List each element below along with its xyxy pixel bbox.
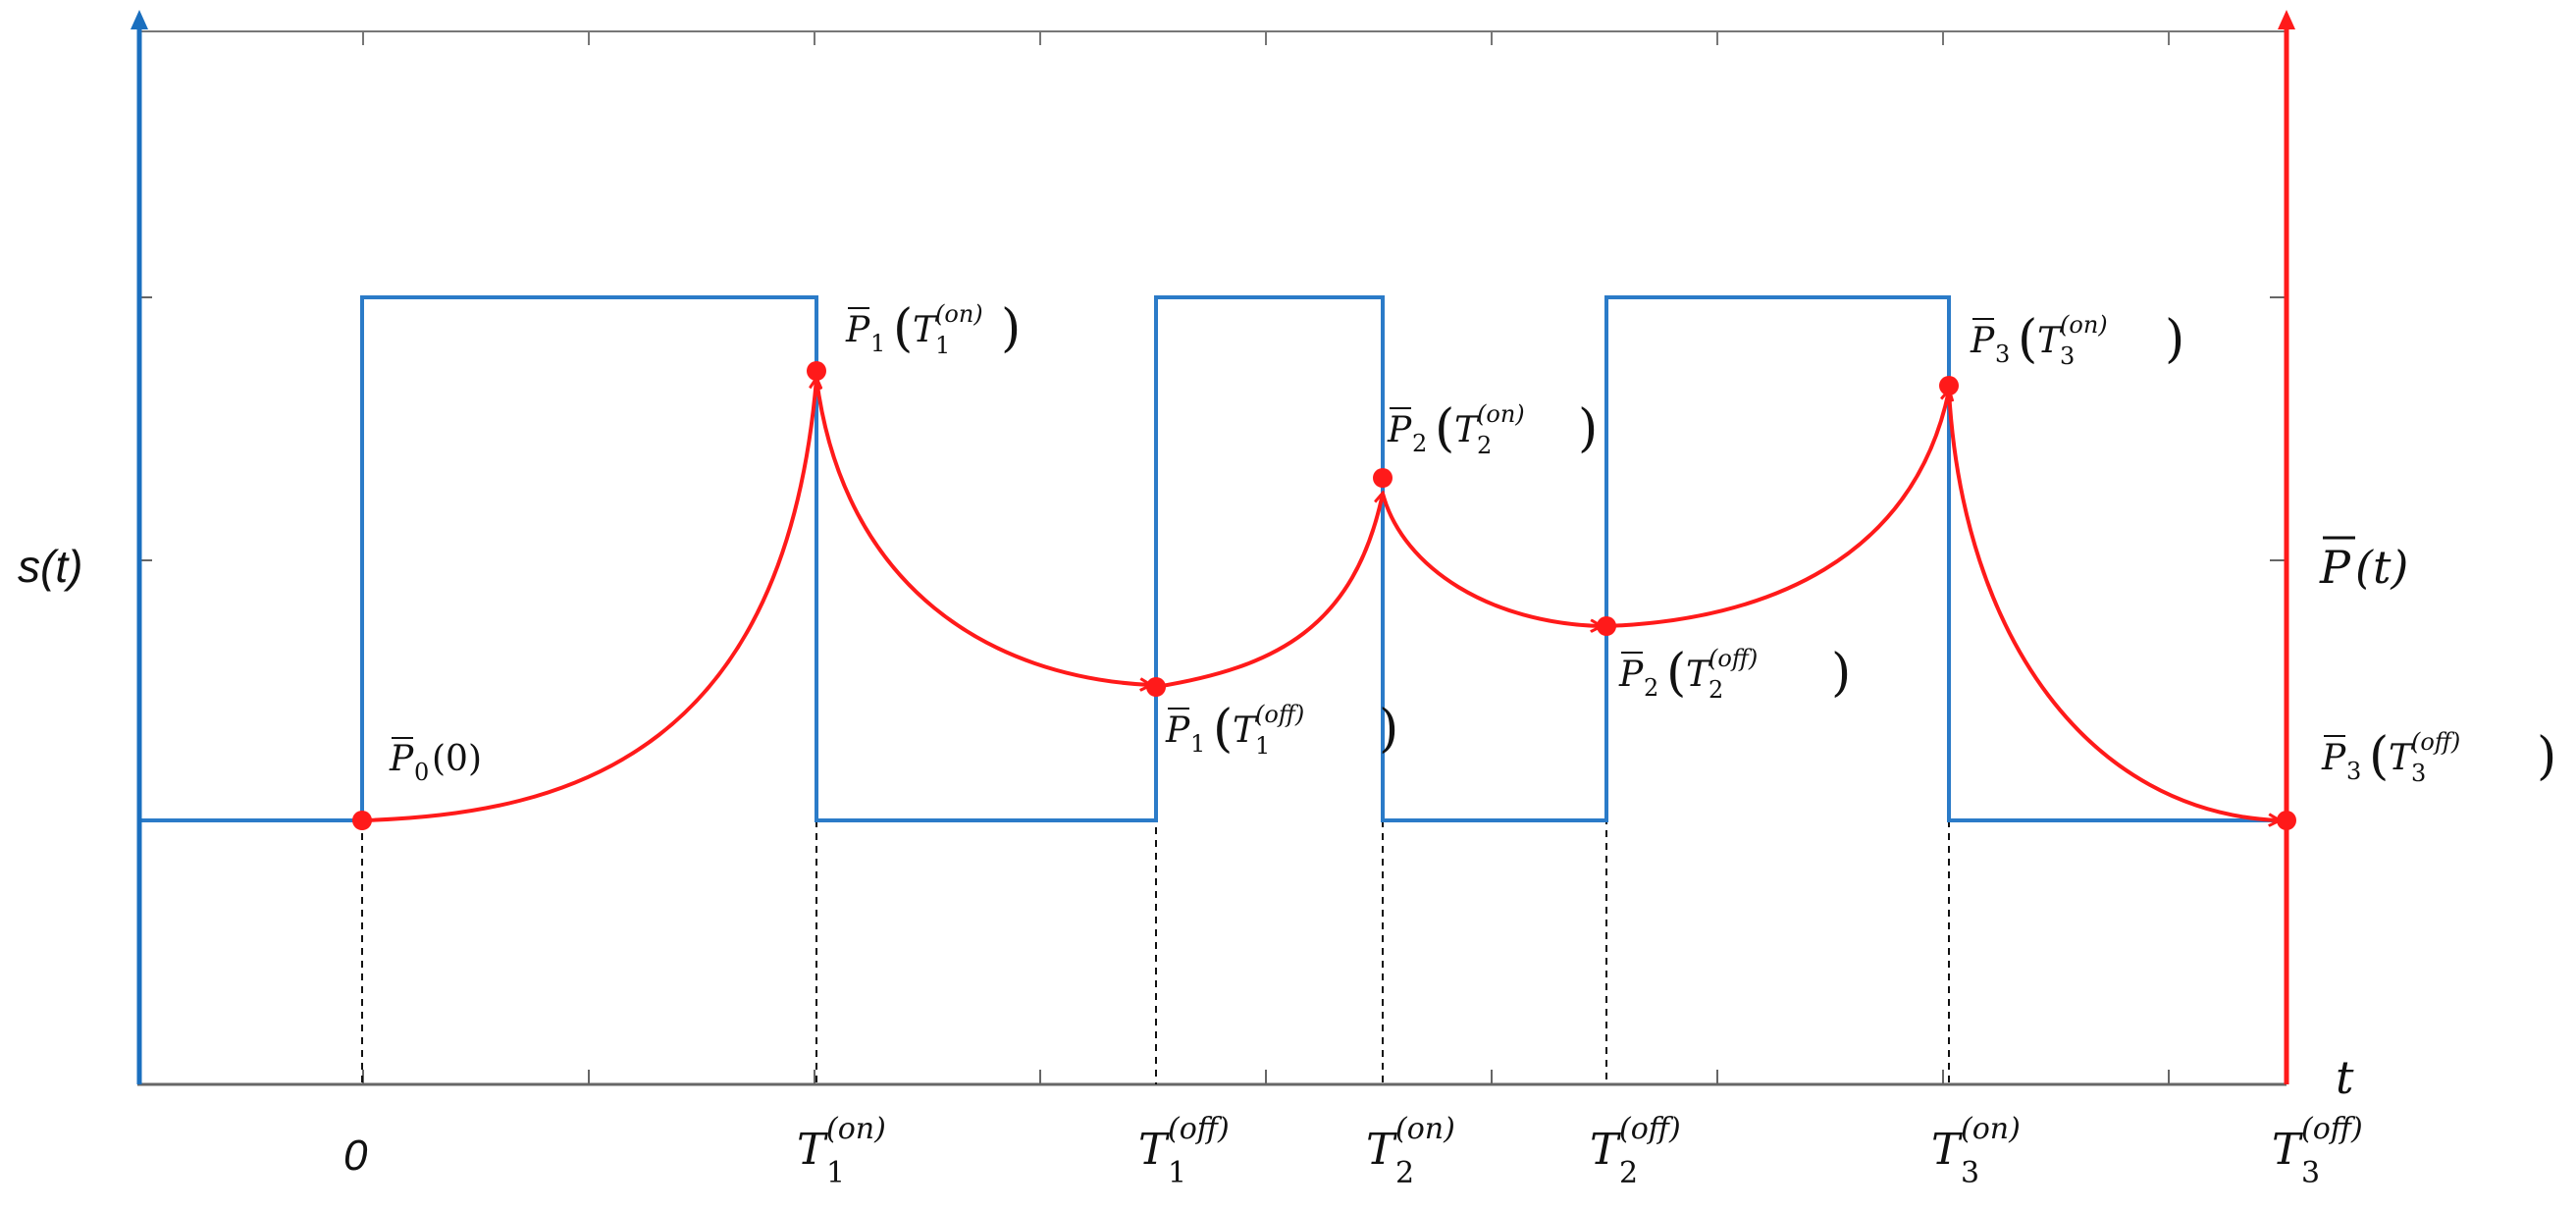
svg-text:3: 3 bbox=[2346, 758, 2361, 785]
svg-text:): ) bbox=[2165, 310, 2184, 369]
tick-label-t2on: T 2 (on) bbox=[1366, 1112, 1455, 1190]
svg-text:T: T bbox=[797, 1125, 829, 1175]
switching-signal bbox=[137, 295, 2287, 822]
svg-text:1: 1 bbox=[870, 330, 885, 357]
svg-text:(: ( bbox=[893, 299, 913, 358]
svg-text:2: 2 bbox=[1644, 674, 1658, 702]
svg-text:T: T bbox=[1686, 655, 1712, 695]
svg-text:): ) bbox=[1001, 299, 1021, 358]
svg-text:0: 0 bbox=[343, 1131, 368, 1180]
point-label-p3off: P 3 ( T 3 (off) ) bbox=[2321, 727, 2556, 787]
point-p2on bbox=[1373, 468, 1393, 488]
svg-text:(off): (off) bbox=[2411, 728, 2460, 756]
svg-text:2: 2 bbox=[1619, 1156, 1638, 1190]
svg-text:): ) bbox=[1578, 399, 1598, 458]
svg-text:(on): (on) bbox=[826, 1112, 886, 1146]
svg-text:T: T bbox=[1931, 1125, 1964, 1175]
tick-label-t2off: T 2 (off) bbox=[1590, 1112, 1681, 1190]
svg-text:): ) bbox=[1831, 644, 1851, 703]
svg-text:T: T bbox=[2037, 321, 2064, 361]
top-frame-ticks bbox=[362, 31, 2170, 45]
tick-label-t3off: T 3 (off) bbox=[2272, 1112, 2363, 1190]
svg-text:2: 2 bbox=[1709, 676, 1723, 704]
svg-text:(: ( bbox=[2018, 310, 2037, 369]
point-p1off bbox=[1146, 677, 1166, 697]
mean-points bbox=[352, 361, 2296, 830]
point-label-p1on: P 1 ( T 1 (on) ) bbox=[845, 299, 1021, 359]
svg-text:1: 1 bbox=[1255, 732, 1270, 760]
svg-text:P: P bbox=[1970, 321, 1995, 361]
svg-text:T: T bbox=[913, 310, 939, 350]
svg-text:1: 1 bbox=[1190, 730, 1205, 758]
point-label-p2on: P 2 ( T 2 (on) ) bbox=[1387, 399, 1598, 459]
svg-text:(: ( bbox=[1666, 644, 1686, 703]
svg-text:(off): (off) bbox=[2301, 1112, 2363, 1146]
svg-text:(off): (off) bbox=[1168, 1112, 1230, 1146]
tick-label-t0: 0 bbox=[343, 1131, 368, 1180]
svg-text:2: 2 bbox=[1412, 430, 1427, 457]
svg-text:P: P bbox=[1165, 710, 1190, 751]
point-label-p1off: P 1 ( T 1 (off) ) bbox=[1165, 700, 1398, 760]
svg-text:): ) bbox=[1379, 700, 1398, 759]
right-axis-label: P (t) bbox=[2319, 536, 2408, 594]
svg-text:P: P bbox=[2321, 738, 2346, 778]
svg-text:(: ( bbox=[1213, 700, 1233, 759]
svg-text:T: T bbox=[1590, 1125, 1622, 1175]
left-axis-label: s(t) bbox=[18, 541, 82, 592]
svg-text:P: P bbox=[1387, 410, 1412, 450]
right-axis-arrow bbox=[2278, 10, 2295, 29]
svg-text:(on): (on) bbox=[935, 300, 983, 328]
point-p0 bbox=[352, 811, 372, 830]
svg-text:(off): (off) bbox=[1619, 1112, 1681, 1146]
point-p1on bbox=[807, 361, 826, 381]
svg-text:(off): (off) bbox=[1255, 701, 1304, 728]
svg-text:3: 3 bbox=[2060, 342, 2075, 370]
svg-text:(on): (on) bbox=[1477, 400, 1525, 428]
point-label-p0: P 0 (0) bbox=[389, 737, 482, 786]
svg-text:T: T bbox=[1454, 410, 1481, 450]
svg-text:P: P bbox=[389, 739, 414, 779]
x-axis-ticks bbox=[362, 1070, 2170, 1084]
svg-text:3: 3 bbox=[1995, 341, 2010, 368]
svg-text:1: 1 bbox=[1168, 1156, 1186, 1190]
svg-text:3: 3 bbox=[1961, 1156, 1979, 1190]
point-p3on bbox=[1939, 376, 1959, 395]
point-label-p3on: P 3 ( T 3 (on) ) bbox=[1970, 310, 2184, 370]
svg-text:2: 2 bbox=[1477, 432, 1492, 459]
svg-text:P: P bbox=[845, 310, 870, 350]
svg-text:3: 3 bbox=[2411, 760, 2426, 787]
svg-text:(: ( bbox=[1435, 399, 1454, 458]
svg-text:(on): (on) bbox=[1395, 1112, 1455, 1146]
svg-text:1: 1 bbox=[935, 332, 950, 359]
right-axis-ticks bbox=[2270, 296, 2285, 821]
svg-text:3: 3 bbox=[2301, 1156, 2320, 1190]
svg-text:T: T bbox=[1366, 1125, 1398, 1175]
svg-text:P: P bbox=[2319, 541, 2351, 594]
svg-text:(0): (0) bbox=[432, 739, 482, 779]
svg-text:0: 0 bbox=[414, 759, 429, 786]
svg-text:2: 2 bbox=[1395, 1156, 1414, 1190]
svg-text:): ) bbox=[2537, 727, 2556, 786]
point-label-p2off: P 2 ( T 2 (off) ) bbox=[1618, 644, 1851, 704]
svg-text:T: T bbox=[2389, 738, 2415, 778]
x-axis-label: t bbox=[2336, 1051, 2354, 1104]
svg-text:1: 1 bbox=[826, 1156, 845, 1190]
point-p3off bbox=[2277, 811, 2296, 830]
svg-text:P: P bbox=[1618, 655, 1644, 695]
svg-text:(t): (t) bbox=[2355, 541, 2408, 594]
point-p2off bbox=[1597, 616, 1616, 636]
svg-text:(on): (on) bbox=[1961, 1112, 2021, 1146]
mean-curves bbox=[361, 379, 2279, 820]
svg-text:(on): (on) bbox=[2060, 311, 2108, 339]
svg-text:(off): (off) bbox=[1709, 645, 1758, 672]
tick-label-t1off: T 1 (off) bbox=[1138, 1112, 1230, 1190]
tick-label-t3on: T 3 (on) bbox=[1931, 1112, 2021, 1190]
svg-text:T: T bbox=[1138, 1125, 1171, 1175]
tick-label-t1on: T 1 (on) bbox=[797, 1112, 886, 1190]
left-axis-arrow bbox=[131, 10, 148, 29]
svg-text:T: T bbox=[2272, 1125, 2304, 1175]
svg-text:(: ( bbox=[2369, 727, 2389, 786]
svg-text:T: T bbox=[1233, 710, 1259, 751]
